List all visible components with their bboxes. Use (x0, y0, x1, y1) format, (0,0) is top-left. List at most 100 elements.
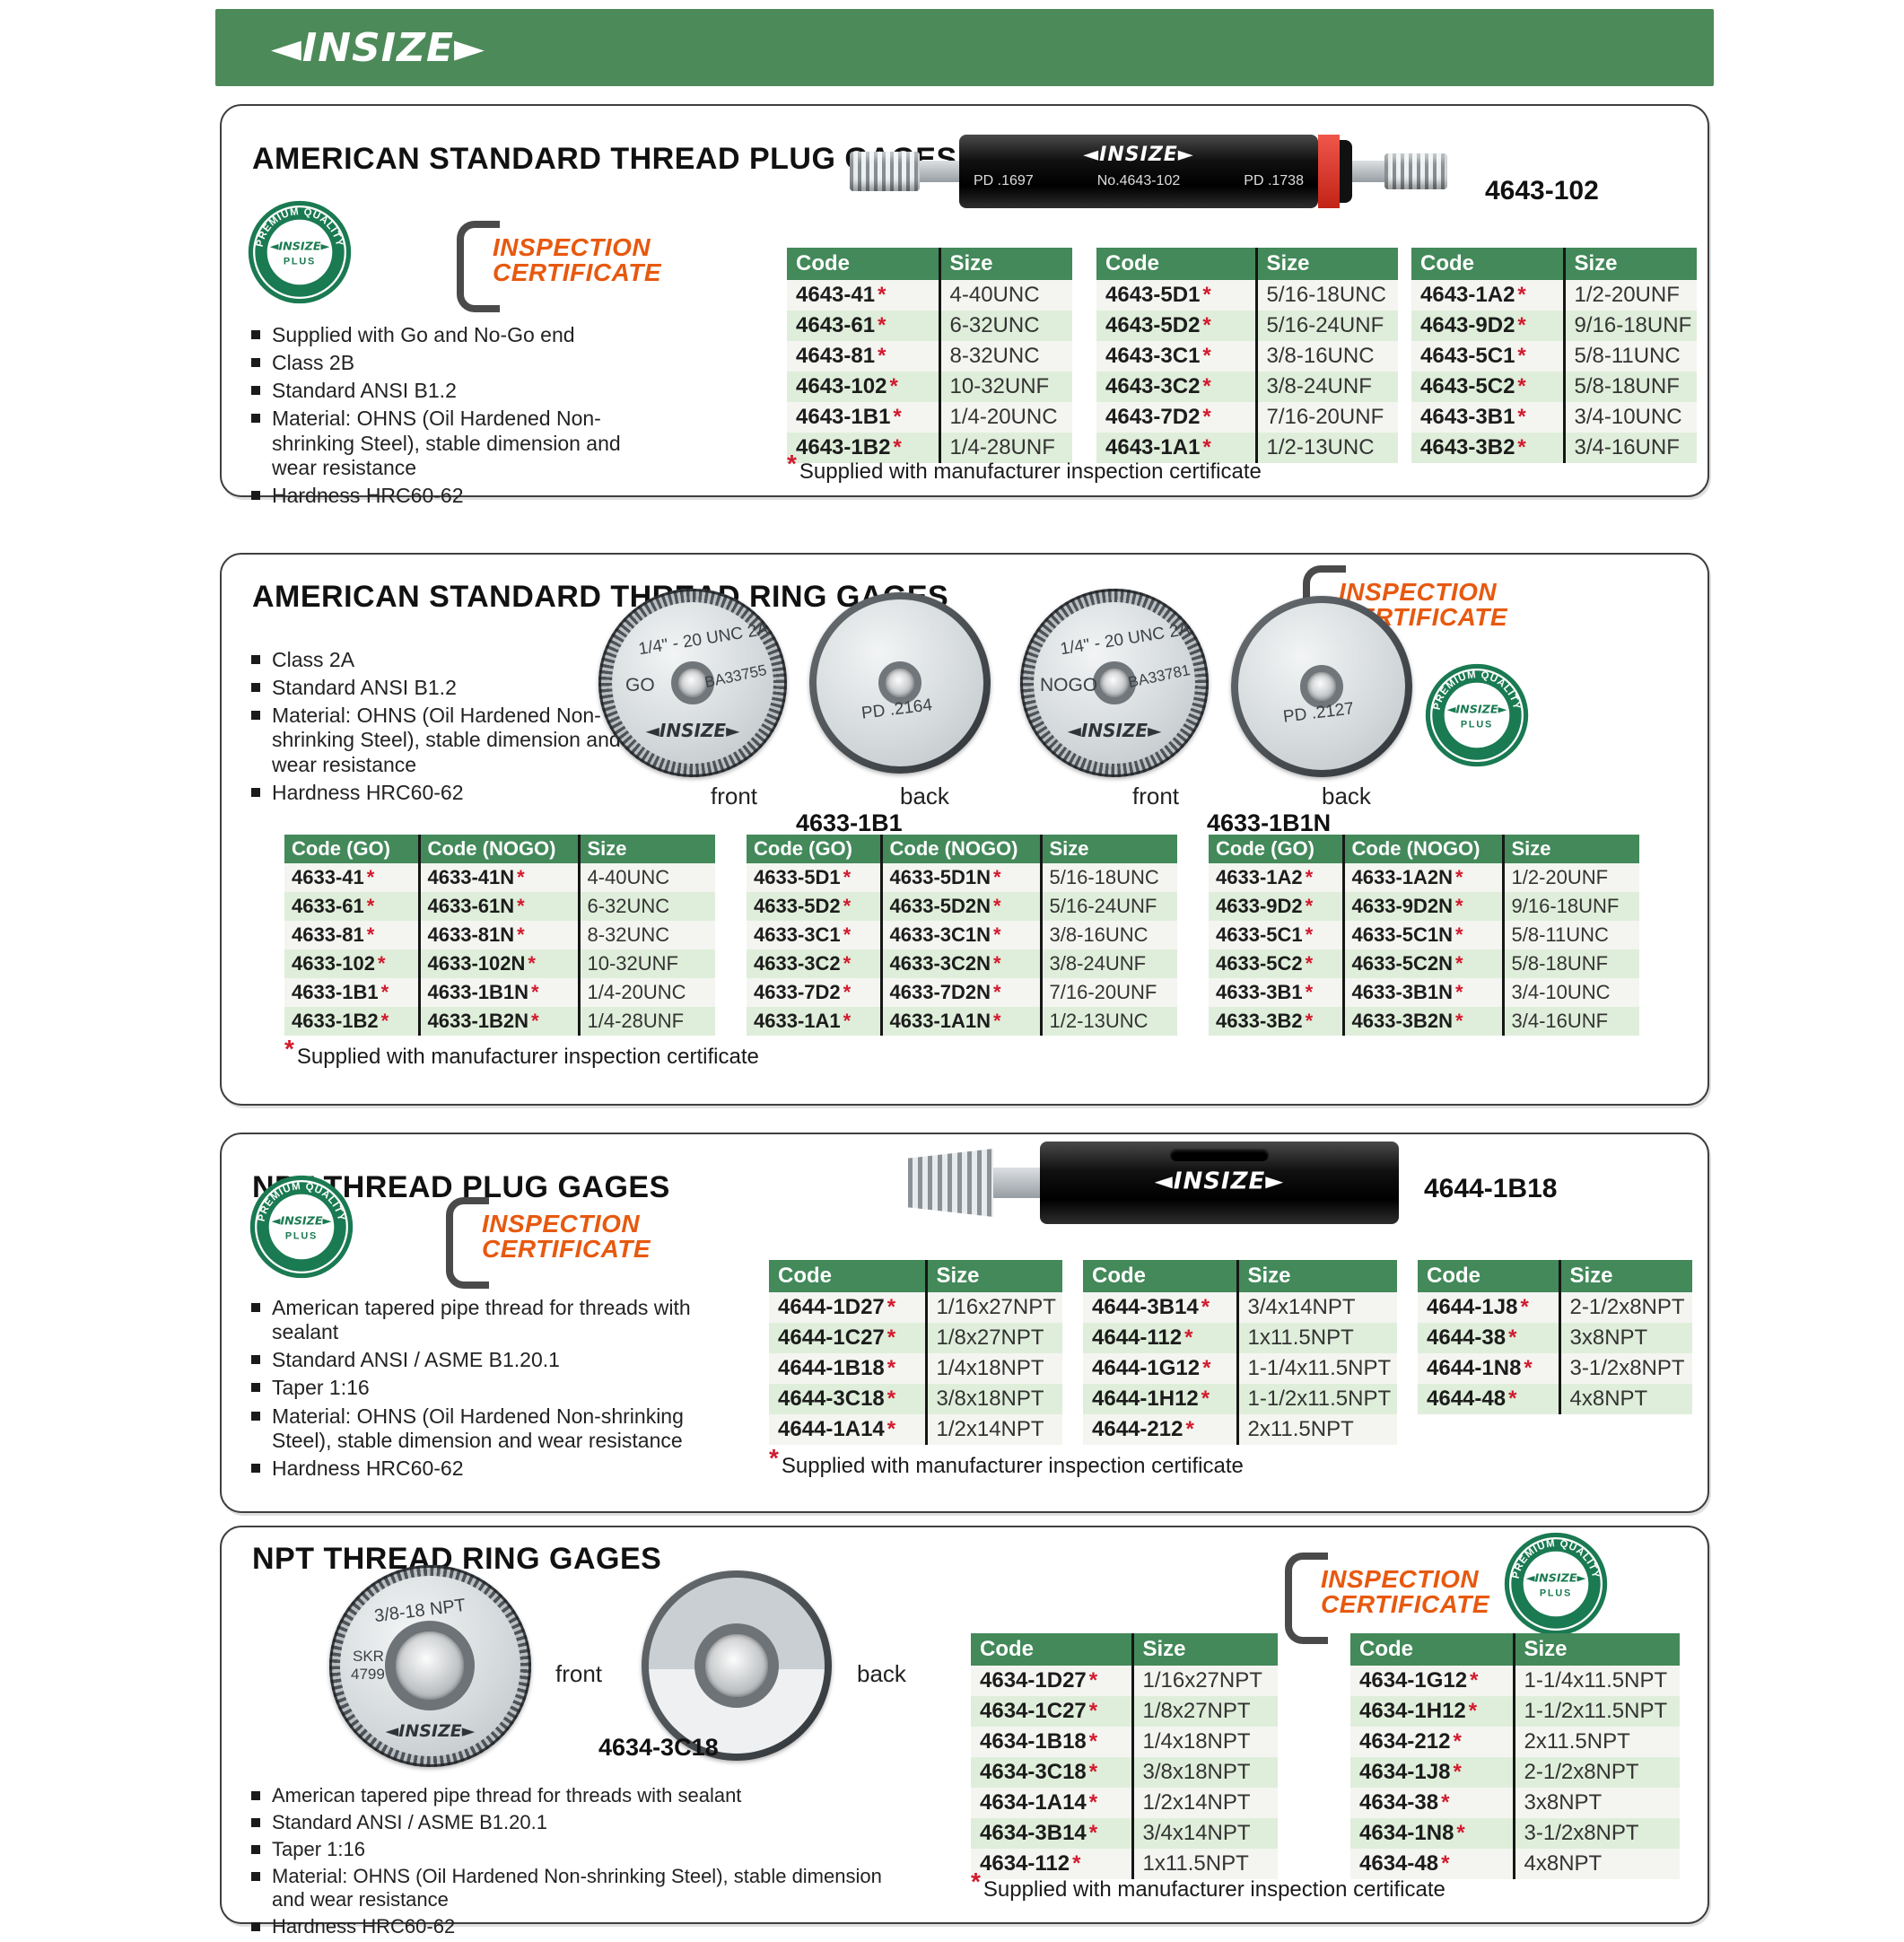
code-cell: 4634-3C18 * (971, 1757, 1134, 1788)
asterisk-icon: * (993, 923, 1001, 946)
ring-hole (1093, 661, 1136, 704)
size-cell: 3/4-16UNF (1564, 433, 1697, 463)
size-cell: 4x8NPT (1514, 1849, 1680, 1879)
size-cell: 1-1/2x11.5NPT (1237, 1384, 1397, 1414)
size-cell: 4-40UNC (579, 863, 715, 892)
asterisk-icon: * (1441, 1851, 1450, 1876)
go-nogo-size-table-1: Code (GO) Code (NOGO) Size 4633-41 * 4633-41N… (284, 835, 715, 1036)
code-size-table-3: Code Size 4644-1J8 * 2-1/2x8NPT 4644-38 * 3x8NP… (1418, 1260, 1692, 1414)
column-header: Code (971, 1633, 1134, 1666)
table-row: 4633-5C2 * 4633-5C2N * 5/8-18UNF (1209, 949, 1639, 978)
asterisk-icon: * (971, 1868, 981, 1895)
asterisk-icon: * (843, 866, 852, 888)
asterisk-icon: * (1508, 1387, 1517, 1411)
asterisk-icon: * (1305, 952, 1314, 975)
bullet-item: Hardness HRC60-62 (249, 484, 652, 508)
asterisk-icon: * (993, 895, 1001, 917)
code-cell: 4633-3B1 * (1209, 978, 1345, 1007)
code-cell: 4633-5C1N * (1343, 921, 1505, 949)
section-title: AMERICAN STANDARD THREAD RING GAGES (252, 580, 949, 614)
asterisk-icon: * (366, 923, 375, 946)
code-cell: 4643-3C1 * (1096, 341, 1258, 372)
asterisk-icon: * (1455, 952, 1463, 975)
code-cell: 4644-1J8 * (1418, 1292, 1561, 1323)
table-row: 4643-5C1 * 5/8-11UNC (1411, 341, 1697, 372)
asterisk-icon: * (380, 1010, 389, 1032)
premium-quality-badge-svg: PREMIUM QUALITY◄INSIZE►PLUS (1504, 1532, 1608, 1636)
size-cell: 7/16-20UNF (1256, 402, 1398, 433)
asterisk-icon: * (1517, 405, 1526, 429)
code-cell: 4633-5D2 * (747, 892, 883, 921)
code-cell: 4633-1B2N * (419, 1007, 581, 1036)
table-row: 4634-1H12 * 1-1/2x11.5NPT (1350, 1696, 1680, 1727)
svg-text:PLUS: PLUS (285, 1231, 318, 1242)
table-row: 4643-102 * 10-32UNF (787, 372, 1072, 402)
gage-table: Code (GO) Code (NOGO) Size 4633-5D1 * 4633-5D… (747, 835, 1177, 1036)
asterisk-icon: * (1088, 1668, 1098, 1693)
code-cell: 4633-61N * (419, 892, 581, 921)
table-row: 4634-38 * 3x8NPT (1350, 1788, 1680, 1818)
size-cell: 5/16-24UNF (1256, 311, 1398, 341)
gage-shaft (1352, 161, 1384, 182)
asterisk-icon: * (366, 895, 375, 917)
size-cell: 3/8-24UNF (1041, 949, 1177, 978)
code-cell: 4643-5D2 * (1096, 311, 1258, 341)
asterisk-icon: * (843, 1010, 852, 1032)
table-row: 4634-112 * 1x11.5NPT (971, 1849, 1278, 1879)
code-cell: 4634-3B14 * (971, 1818, 1134, 1849)
table-row: 4633-102 * 4633-102N * 10-32UNF (284, 949, 715, 978)
asterisk-icon: * (1517, 344, 1526, 368)
table-row: 4643-61 * 6-32UNC (787, 311, 1072, 341)
table-row: 4643-1B1 * 1/4-20UNC (787, 402, 1072, 433)
column-header: Size (579, 835, 715, 863)
column-header: Size (1564, 248, 1697, 280)
svg-text:PLUS: PLUS (284, 257, 316, 267)
column-header: Code (1350, 1633, 1515, 1666)
code-cell: 4643-1B2 * (787, 433, 941, 463)
asterisk-icon: * (1524, 1356, 1533, 1380)
bullet-item: Taper 1:16 (249, 1838, 913, 1861)
asterisk-icon: * (1517, 435, 1526, 459)
asterisk-icon: * (886, 1295, 896, 1319)
gage-table: Code Size 4643-41 * 4-40UNC 4643-61 * 6-32UNC 46… (787, 248, 1072, 463)
svg-text:◄INSIZE►: ◄INSIZE► (1447, 702, 1507, 715)
column-header: Code (1411, 248, 1566, 280)
gage-table: Code (GO) Code (NOGO) Size 4633-41 * 4633-41N… (284, 835, 715, 1036)
asterisk-icon: * (843, 895, 852, 917)
ring-gage-nogo-front-photo: 1/4" - 20 UNC 2A NOGO BA33781 ◄INSIZE► (1020, 589, 1209, 777)
tapered-thread-end (908, 1149, 993, 1217)
premium-quality-badge: PREMIUM QUALITY ◄INSIZE► PLUS (1424, 662, 1530, 768)
premium-quality-badge: PREMIUM QUALITY ◄INSIZE► PLUS (249, 1174, 354, 1280)
bullet-item: Standard ANSI / ASME B1.20.1 (249, 1811, 913, 1834)
asterisk-icon: * (1202, 283, 1211, 307)
table-row: 4643-5C2 * 5/8-18UNF (1411, 372, 1697, 402)
size-cell: 1/16x27NPT (1132, 1666, 1278, 1696)
code-cell: 4633-5D2N * (881, 892, 1043, 921)
code-cell: 4633-5D1N * (881, 863, 1043, 892)
certificate-footnote: * Supplied with manufacturer inspection c… (787, 450, 1262, 484)
bullet-item: Class 2B (249, 351, 652, 375)
cert-word-2: CERTIFICATE (493, 258, 662, 286)
catalog-page: ◄INSIZE► AMERICAN STANDARD THREAD PLUG G… (0, 9, 1904, 1938)
asterisk-icon: * (1185, 1417, 1194, 1441)
asterisk-icon: * (1455, 1010, 1463, 1032)
table-row: 4644-48 * 4x8NPT (1418, 1384, 1692, 1414)
column-header: Code (1083, 1260, 1239, 1292)
cert-word-1: INSPECTION (482, 1210, 641, 1238)
size-cell: 5/16-18UNC (1256, 280, 1398, 311)
size-cell: 3x8NPT (1559, 1323, 1692, 1353)
table-row: 4644-1G12 * 1-1/4x11.5NPT (1083, 1353, 1397, 1384)
table-row: 4643-3C2 * 3/8-24UNF (1096, 372, 1398, 402)
code-cell: 4634-1N8 * (1350, 1818, 1515, 1849)
insize-logo-on-gage: ◄INSIZE► (385, 1721, 476, 1741)
certificate-footnote: * Supplied with manufacturer inspection c… (971, 1868, 1445, 1902)
asterisk-icon: * (1202, 435, 1211, 459)
size-cell: 3/4-10UNC (1564, 402, 1697, 433)
size-cell: 2x11.5NPT (1514, 1727, 1680, 1757)
table-row: 4633-3C1 * 4633-3C1N * 3/8-16UNC (747, 921, 1177, 949)
code-cell: 4643-5C1 * (1411, 341, 1566, 372)
asterisk-icon: * (531, 981, 539, 1003)
table-row: 4634-1A14 * 1/2x14NPT (971, 1788, 1278, 1818)
section-npt-thread-ring-gages: NPT THREAD RING GAGES INSPECTION CERTIFIC… (220, 1526, 1709, 1938)
size-cell: 1/4x18NPT (926, 1353, 1062, 1384)
